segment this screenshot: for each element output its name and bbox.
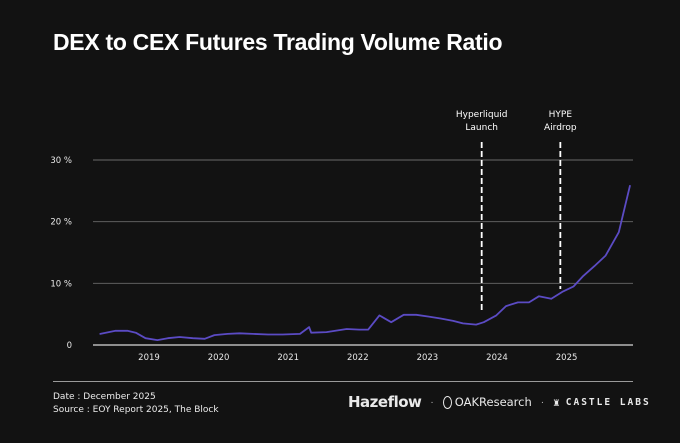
oak-research-logo: OAKResearch <box>442 395 532 409</box>
event-label: HYPE <box>549 110 573 120</box>
event-label: Airdrop <box>544 123 577 133</box>
logo-separator: · <box>540 396 545 408</box>
date-label: Date : December 2025 <box>53 392 156 402</box>
x-tick-label: 2023 <box>417 353 439 363</box>
event-label: Hyperliquid <box>456 110 508 120</box>
x-tick-label: 2019 <box>138 353 160 363</box>
source-label: Source : EOY Report 2025, The Block <box>53 405 219 415</box>
event-annotations: Hyperliquid Launch HYPE Airdrop <box>456 110 577 313</box>
hazeflow-logo: Hazeflow <box>348 393 422 411</box>
chart-metadata: Date : December 2025 Source : EOY Report… <box>53 391 219 417</box>
oak-leaf-icon <box>442 395 452 409</box>
x-tick-label: 2025 <box>556 353 578 363</box>
castle-icon: ♜ <box>553 395 562 409</box>
x-tick-label: 2024 <box>486 353 508 363</box>
y-tick-label: 0 <box>67 341 72 351</box>
partner-logos: Hazeflow · OAKResearch · ♜ CASTLE LABS <box>348 393 651 411</box>
y-tick-label: 20 % <box>50 218 72 228</box>
y-tick-label: 10 % <box>50 279 72 289</box>
footer-divider <box>53 381 633 382</box>
castle-labs-logo: ♜ CASTLE LABS <box>553 396 651 409</box>
x-tick-label: 2020 <box>208 353 230 363</box>
chart-title: DEX to CEX Futures Trading Volume Ratio <box>53 29 503 55</box>
x-tick-label: 2022 <box>347 353 369 363</box>
gridlines <box>93 159 633 346</box>
y-axis-ticks: 0 10 % 20 % 30 % <box>50 156 72 351</box>
x-tick-label: 2021 <box>277 353 299 363</box>
x-axis-ticks: 2019 2020 2021 2022 2023 2024 2025 <box>138 353 577 363</box>
series-layer <box>99 185 631 341</box>
castle-labs-text: CASTLE LABS <box>565 396 651 408</box>
y-tick-label: 30 % <box>50 156 72 166</box>
event-label: Launch <box>465 123 498 133</box>
series-line <box>99 185 631 341</box>
oak-research-text: OAKResearch <box>454 395 532 409</box>
logo-separator: · <box>430 396 434 408</box>
